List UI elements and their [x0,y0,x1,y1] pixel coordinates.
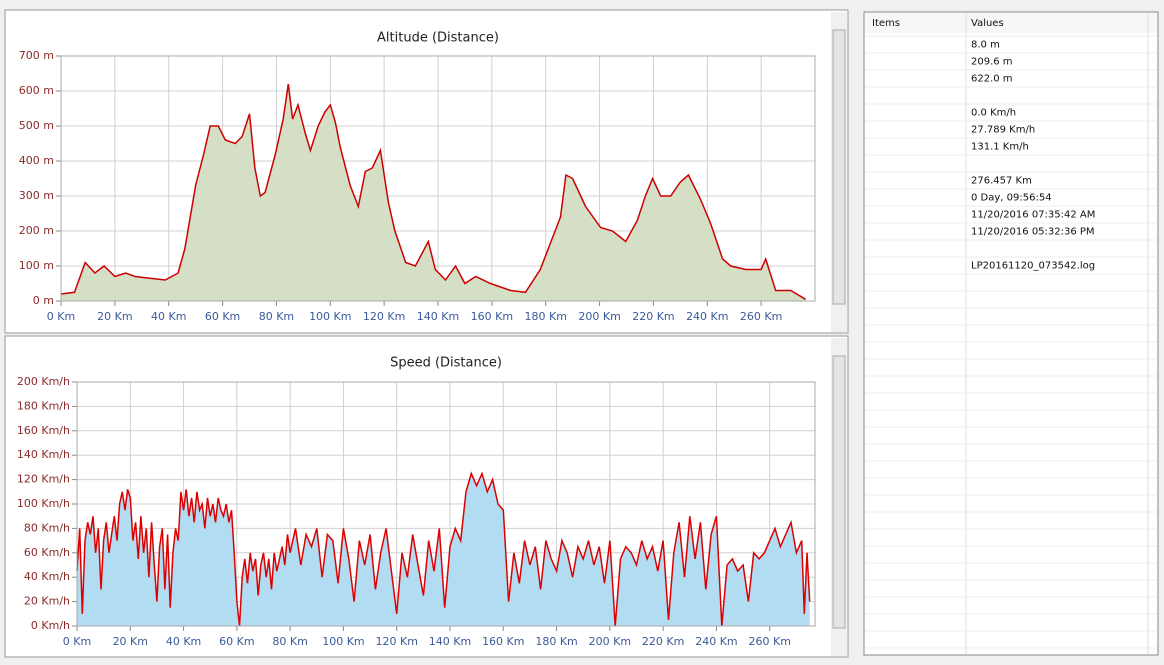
x-tick-label: 120 Km [376,635,418,648]
scroll-thumb[interactable] [832,29,846,305]
x-tick-label: 140 Km [429,635,471,648]
y-tick-label: 200 Km/h [17,375,70,388]
x-tick-label: 100 Km [309,310,351,323]
table-cell: 27.789 Km/h [971,125,1035,136]
x-tick-label: 60 Km [219,635,254,648]
y-tick-label: 140 Km/h [17,448,70,461]
chart-title: Altitude (Distance) [377,31,499,46]
y-tick-label: 700 m [19,49,54,62]
plot-frame [60,55,816,302]
table-cell: 11/20/2016 07:35:42 AM [971,210,1095,221]
x-tick-label: 60 Km [205,310,240,323]
x-tick-label: 200 Km [589,635,631,648]
x-tick-label: 260 Km [748,635,790,648]
y-tick-label: 180 Km/h [17,399,70,412]
x-tick-label: 240 Km [686,310,728,323]
table-header [865,13,1157,33]
y-tick-label: 160 Km/h [17,424,70,437]
table-cell: LP20161120_073542.log [971,261,1095,272]
y-tick-label: 0 m [33,294,54,307]
table-cell: 0.0 Km/h [971,108,1016,119]
x-tick-label: 100 Km [322,635,364,648]
y-tick-label: 300 m [19,189,54,202]
x-tick-label: 120 Km [363,310,405,323]
y-tick-label: 60 Km/h [24,546,70,559]
x-tick-label: 40 Km [151,310,186,323]
y-tick-label: 400 m [19,154,54,167]
x-tick-label: 40 Km [166,635,201,648]
data-line [60,83,806,300]
x-tick-label: 260 Km [740,310,782,323]
x-tick-label: 220 Km [642,635,684,648]
x-tick-label: 20 Km [113,635,148,648]
x-tick-label: 160 Km [471,310,513,323]
data-line [76,471,811,627]
y-tick-label: 200 m [19,224,54,237]
table-cell: 622.0 m [971,74,1013,85]
x-tick-label: 180 Km [525,310,567,323]
y-tick-label: 40 Km/h [24,570,70,583]
table-cell: 131.1 Km/h [971,142,1029,153]
x-tick-label: 140 Km [417,310,459,323]
table-header-cell: Items [872,18,900,29]
plot-frame [76,381,816,627]
y-tick-label: 100 m [19,259,54,272]
x-tick-label: 220 Km [632,310,674,323]
table-header-cell: Values [971,18,1004,29]
x-tick-label: 240 Km [695,635,737,648]
y-tick-label: 500 m [19,119,54,132]
area-fill [61,84,806,301]
x-tick-label: 80 Km [259,310,294,323]
scroll-thumb[interactable] [832,355,846,629]
table-cell: 276.457 Km [971,176,1032,187]
table-cell: 11/20/2016 05:32:36 PM [971,227,1095,238]
area-fill [77,473,810,626]
x-tick-label: 160 Km [482,635,524,648]
y-tick-label: 600 m [19,84,54,97]
y-tick-label: 80 Km/h [24,521,70,534]
table-panel [863,11,1159,656]
table-cell: 8.0 m [971,40,1000,51]
y-tick-label: 20 Km/h [24,595,70,608]
x-tick-label: 0 Km [47,310,75,323]
y-tick-label: 0 Km/h [31,619,70,632]
y-tick-label: 100 Km/h [17,497,70,510]
x-tick-label: 180 Km [535,635,577,648]
table-cell: 0 Day, 09:56:54 [971,193,1052,204]
table-cell: 209.6 m [971,57,1013,68]
y-tick-label: 120 Km/h [17,473,70,486]
x-tick-label: 80 Km [272,635,307,648]
chart-title: Speed (Distance) [390,356,502,371]
x-tick-label: 20 Km [97,310,132,323]
x-tick-label: 0 Km [63,635,91,648]
x-tick-label: 200 Km [578,310,620,323]
